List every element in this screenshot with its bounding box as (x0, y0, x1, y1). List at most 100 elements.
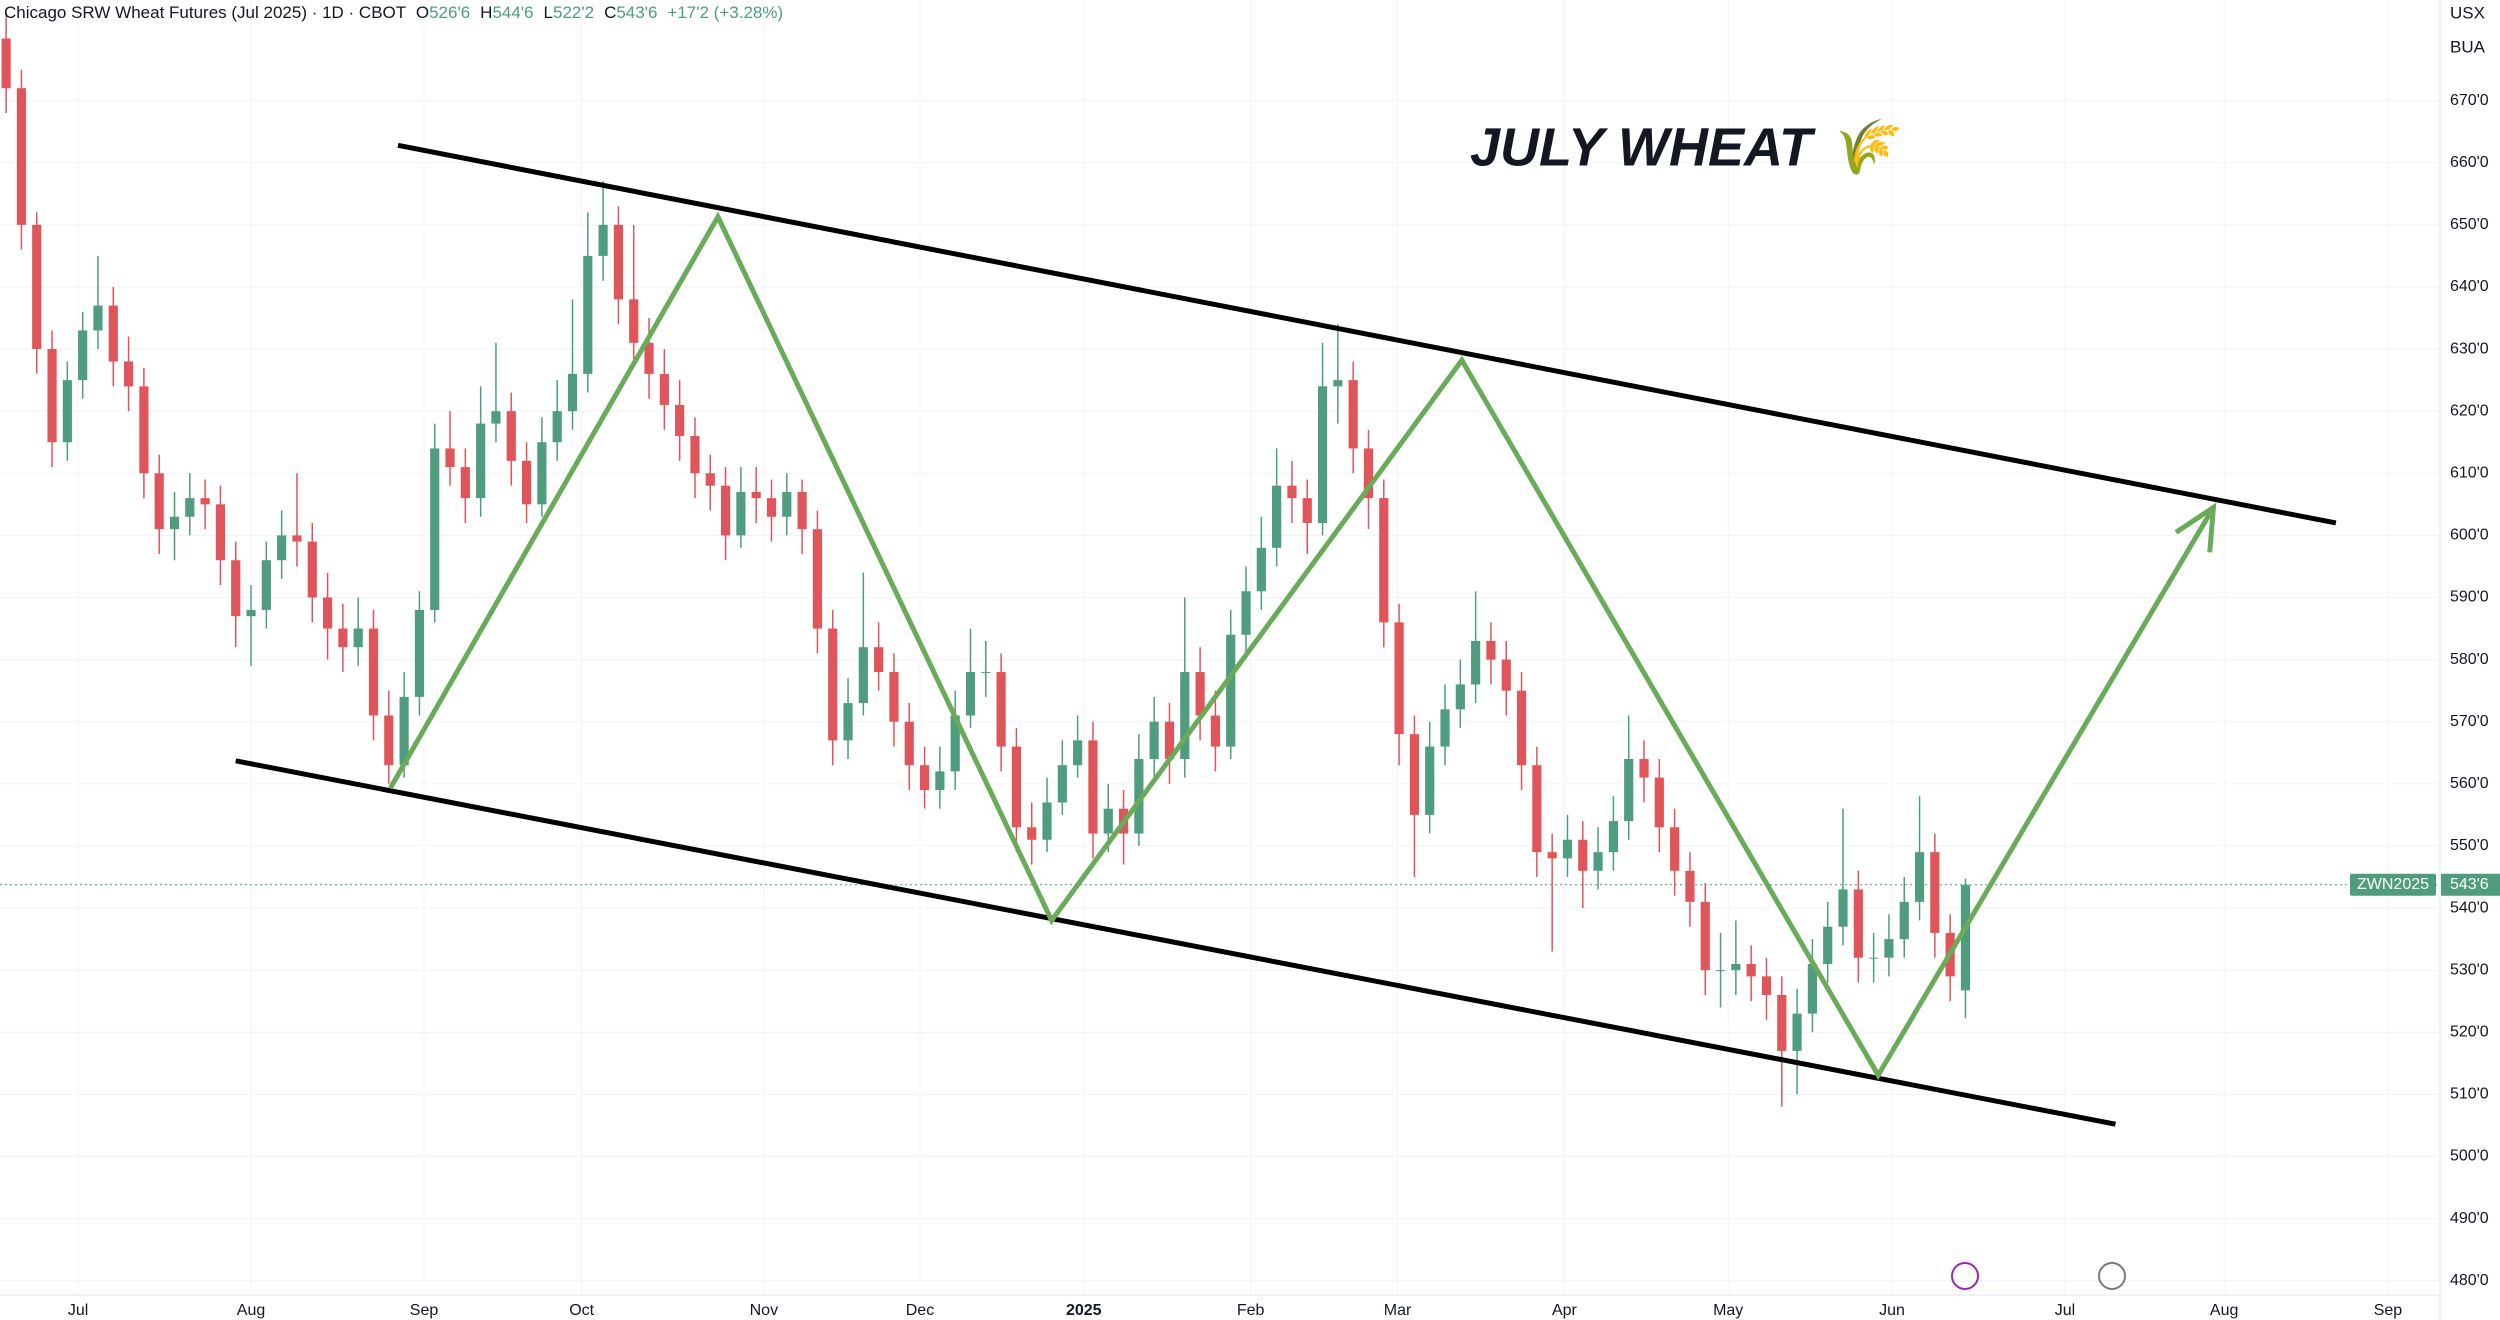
candle-body (751, 491, 761, 499)
high-label: H (480, 3, 492, 22)
candle-body (1164, 721, 1175, 759)
chart-title: JULY WHEAT 🌾 (1470, 117, 1903, 177)
y-tick-label: 590'0 (2450, 589, 2489, 606)
event-icon[interactable] (1951, 1262, 1979, 1290)
x-tick-label: Nov (750, 1302, 778, 1319)
axis-unit: BUA (2450, 37, 2486, 56)
candle-body (1654, 777, 1664, 828)
candle-body (858, 647, 868, 704)
y-tick-label: 650'0 (2450, 216, 2489, 233)
candle-body (123, 361, 134, 387)
x-tick-label: May (1713, 1302, 1743, 1319)
candle-body (797, 491, 807, 530)
candle-body (1425, 746, 1435, 815)
candle-body (1930, 852, 1940, 933)
y-tick-label: 560'0 (2450, 775, 2489, 792)
candle-body (843, 703, 853, 741)
candle-body (1715, 970, 1726, 972)
last-price-label: 543'6 (2450, 876, 2489, 893)
low-label: L (544, 3, 553, 22)
candle-body (169, 516, 180, 530)
candle-body (1869, 957, 1879, 959)
candle-body (185, 498, 195, 517)
candle-body (919, 765, 930, 791)
candle-body (1516, 690, 1527, 766)
y-tick-label: 510'0 (2450, 1086, 2489, 1103)
candle-body (384, 715, 394, 766)
y-tick-label: 620'0 (2450, 402, 2489, 419)
candle-body (47, 349, 57, 443)
candle-body (1210, 715, 1220, 747)
candle-body (353, 628, 363, 648)
candle-body (62, 380, 72, 443)
channel-line (397, 142, 2337, 526)
candle-body (1226, 634, 1236, 747)
candle-body (950, 715, 960, 772)
candle-body (1685, 870, 1695, 902)
candle-body (629, 299, 639, 343)
symbol-badge (2350, 873, 2436, 896)
candle-body (1180, 672, 1190, 759)
arrowhead (2174, 502, 2217, 553)
symbol-label: ZWN2025 (2357, 876, 2429, 893)
candle-body (1624, 758, 1634, 822)
channel-line (235, 758, 2116, 1127)
x-tick-label: Feb (1237, 1302, 1265, 1319)
candle-body (491, 411, 501, 424)
candle-body (1547, 852, 1557, 859)
candle-body (414, 609, 425, 697)
candle-body (552, 411, 562, 443)
candle-body (476, 423, 486, 499)
y-tick-label: 570'0 (2450, 713, 2489, 730)
candle-body (675, 404, 685, 437)
candle-body (766, 498, 777, 517)
candle-body (1348, 380, 1358, 449)
candle-body (889, 672, 899, 722)
candle-body (108, 305, 118, 362)
candle-body (1761, 976, 1772, 996)
candle-body (828, 628, 838, 741)
candle-body (93, 305, 103, 331)
candle-body (1379, 498, 1389, 623)
x-tick-label: Apr (1552, 1302, 1578, 1319)
candle-body (445, 448, 455, 468)
candle-body (1256, 547, 1266, 592)
candle-body (1578, 839, 1588, 871)
y-tick-label: 520'0 (2450, 1023, 2489, 1040)
candle-body (261, 560, 271, 610)
candle-body (1639, 758, 1649, 778)
x-tick-label: 2025 (1066, 1302, 1102, 1319)
candle-body (1195, 672, 1205, 716)
candle-body (1394, 622, 1404, 735)
candle-body (1777, 995, 1787, 1051)
x-tick-label: Jun (1879, 1302, 1905, 1319)
candle-body (1670, 827, 1680, 871)
candle-body (1241, 591, 1251, 635)
candle-body (1884, 939, 1894, 958)
candle-body (1363, 448, 1374, 499)
candle-body (1287, 485, 1297, 499)
candle-body (1409, 734, 1419, 815)
price-axis-bg (2440, 0, 2500, 1320)
candle-body (1149, 721, 1159, 759)
y-tick-label: 580'0 (2450, 651, 2489, 668)
y-tick-label: 480'0 (2450, 1272, 2489, 1289)
candle-body (1486, 640, 1496, 660)
candle-body (1, 38, 11, 89)
candle-body (32, 224, 42, 350)
candle-body (1134, 758, 1144, 834)
change: +17'2 (+3.28%) (667, 3, 783, 22)
y-tick-label: 640'0 (2450, 278, 2489, 295)
candle-body (1333, 380, 1343, 387)
candle-body (1073, 740, 1083, 766)
event-icon[interactable] (2098, 1262, 2126, 1290)
candle-body (965, 672, 976, 716)
candle-body (1057, 765, 1067, 803)
candle-body (16, 88, 27, 225)
y-tick-label: 550'0 (2450, 837, 2489, 854)
candle-body (1914, 852, 1925, 902)
candle-body (277, 535, 287, 561)
close-label: C (604, 3, 616, 22)
